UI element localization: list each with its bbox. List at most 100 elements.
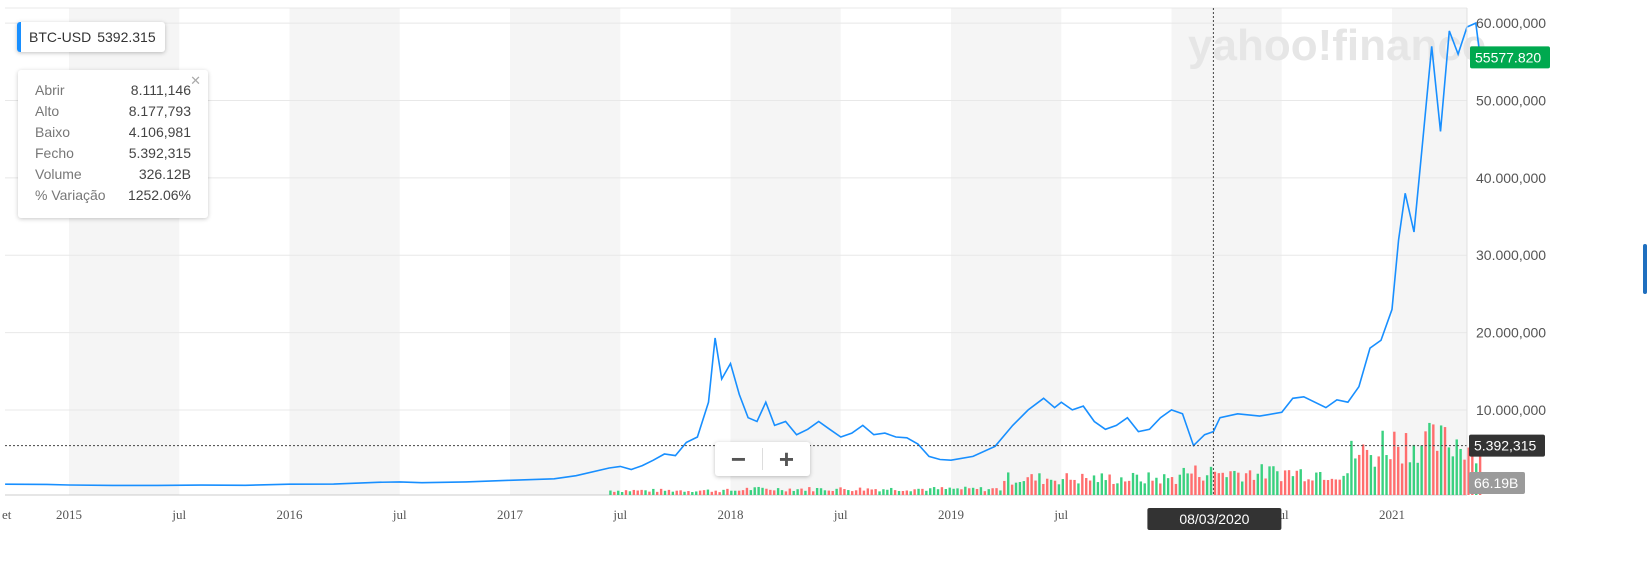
ohlc-row-high: Alto 8.177,793	[35, 103, 191, 123]
volume-bar	[1428, 422, 1431, 495]
volume-bar	[706, 489, 710, 495]
x-tick-label: jul	[392, 507, 407, 522]
ohlc-row-open: Abrir 8.111,146	[35, 82, 191, 102]
ohlc-value: 8.177,793	[128, 103, 191, 119]
volume-bar	[1127, 480, 1131, 495]
volume-bar	[1174, 483, 1178, 495]
volume-bar	[917, 488, 920, 495]
volume-bar	[613, 491, 616, 495]
volume-max-badge-text: 66.19B	[1474, 475, 1518, 491]
volume-bar	[1346, 473, 1349, 495]
volume-bar	[870, 489, 873, 495]
grey-band	[510, 8, 621, 495]
volume-bar	[1463, 459, 1466, 495]
volume-bar	[1038, 473, 1041, 495]
volume-bar	[1092, 475, 1096, 495]
volume-bar	[1046, 478, 1049, 495]
volume-bar	[1299, 469, 1302, 495]
volume-bar	[1096, 482, 1100, 495]
volume-bar	[652, 488, 655, 495]
volume-bar	[1260, 464, 1263, 495]
y-tick-label: 20.000,000	[1476, 325, 1546, 341]
volume-bar	[1283, 470, 1287, 495]
volume-bar	[1108, 474, 1111, 495]
volume-bar	[1358, 454, 1361, 495]
x-tick-label: 2015	[56, 507, 82, 522]
volume-bar	[644, 490, 647, 495]
volume-bar	[1233, 470, 1236, 495]
volume-bar	[730, 490, 733, 495]
volume-bar	[648, 491, 651, 495]
grey-band	[289, 8, 400, 495]
volume-bar	[1303, 481, 1306, 495]
volume-bar	[1459, 449, 1462, 495]
volume-bar	[1420, 445, 1423, 495]
volume-bar	[1237, 472, 1240, 495]
ohlc-label: % Variação	[35, 187, 106, 203]
volume-bar	[1436, 450, 1439, 495]
volume-bar	[1085, 478, 1088, 495]
volume-bar	[1229, 471, 1232, 495]
ohlc-value: 8.111,146	[130, 82, 191, 98]
volume-bar	[769, 489, 772, 495]
volume-bar	[702, 490, 706, 495]
yahoo-finance-watermark: yahoo!finance	[1188, 21, 1486, 70]
volume-bar	[1049, 479, 1053, 495]
volume-bar	[847, 490, 850, 495]
volume-bar	[929, 488, 932, 495]
volume-bar	[1018, 482, 1022, 495]
volume-bar	[609, 490, 612, 495]
volume-bar	[815, 488, 819, 495]
y-tick-label: 10.000,000	[1476, 402, 1546, 418]
volume-bar	[1443, 427, 1447, 495]
volume-bar	[773, 490, 776, 495]
volume-bar	[1361, 444, 1365, 495]
volume-bar	[936, 489, 940, 495]
volume-bar	[1330, 478, 1334, 495]
crosshair-price-badge: 5.392,315	[1469, 434, 1545, 457]
volume-bar	[1163, 474, 1166, 495]
panel-drag-handle[interactable]	[1643, 244, 1647, 294]
volume-bar	[975, 488, 979, 495]
volume-bar	[1139, 481, 1143, 495]
volume-bar	[1478, 437, 1482, 495]
volume-bar	[854, 490, 858, 495]
crosshair-date-badge-bg	[1147, 508, 1282, 530]
volume-bar	[1010, 484, 1014, 495]
close-icon[interactable]: ✕	[190, 73, 201, 88]
volume-bar	[1178, 474, 1182, 495]
volume-bar	[663, 490, 667, 495]
minus-icon: −	[730, 443, 747, 474]
symbol-legend[interactable]: BTC-USD 5392.315	[17, 22, 165, 52]
ohlc-label: Volume	[35, 166, 82, 182]
crosshair-price-badge-bg	[1469, 434, 1545, 457]
volume-bar	[780, 490, 784, 495]
volume-bar	[667, 489, 671, 495]
volume-bar	[776, 488, 780, 495]
volume-bar	[1393, 431, 1396, 495]
x-tick-label: jul	[833, 507, 848, 522]
zoom-in-button[interactable]: +	[763, 442, 810, 476]
grey-band	[1171, 8, 1282, 495]
ohlc-value: 1252.06%	[127, 187, 191, 203]
y-tick-label: 50.000,000	[1476, 93, 1546, 109]
x-tick-label: jul	[171, 507, 186, 522]
volume-bar	[858, 487, 862, 495]
volume-bar	[1381, 430, 1384, 495]
y-tick-label: 30.000,000	[1476, 247, 1546, 263]
volume-bar	[862, 490, 866, 495]
volume-bar	[1412, 444, 1416, 495]
zoom-control: − +	[715, 442, 810, 476]
ohlc-value: 4.106,981	[128, 124, 191, 140]
volume-bar	[1326, 480, 1330, 495]
volume-bar	[792, 490, 795, 495]
zoom-out-button[interactable]: −	[715, 442, 762, 476]
volume-bar	[1112, 483, 1115, 495]
volume-bar	[675, 490, 678, 495]
x-tick-label: jul	[1053, 507, 1068, 522]
y-axis: 10.000,000 20.000,000 30.000,000 40.000,000…	[1466, 8, 1546, 495]
volume-bar	[1186, 473, 1189, 495]
current-price-badge-text: 55577.820	[1475, 49, 1541, 65]
volume-bar	[866, 488, 870, 495]
